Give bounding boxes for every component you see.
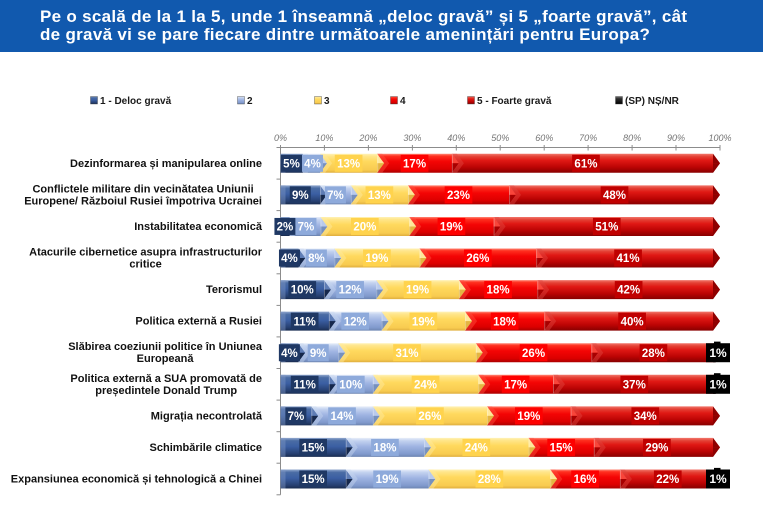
- svg-text:1 - Deloc gravă: 1 - Deloc gravă: [100, 96, 172, 107]
- svg-text:18%: 18%: [487, 285, 510, 297]
- svg-text:20%: 20%: [353, 222, 376, 234]
- svg-text:26%: 26%: [418, 411, 441, 423]
- svg-text:5 - Foarte gravă: 5 - Foarte gravă: [477, 96, 552, 107]
- svg-text:2: 2: [247, 96, 253, 107]
- svg-text:19%: 19%: [412, 316, 435, 328]
- svg-text:17%: 17%: [403, 158, 426, 170]
- svg-text:Dezinformarea și manipularea o: Dezinformarea și manipularea online: [70, 158, 262, 170]
- svg-text:41%: 41%: [617, 253, 640, 265]
- svg-text:10%: 10%: [339, 379, 362, 391]
- svg-text:10%: 10%: [315, 133, 333, 143]
- svg-text:4%: 4%: [281, 253, 298, 265]
- svg-text:60%: 60%: [535, 133, 553, 143]
- svg-text:15%: 15%: [302, 443, 325, 455]
- svg-text:18%: 18%: [493, 316, 516, 328]
- svg-text:24%: 24%: [465, 443, 488, 455]
- svg-text:37%: 37%: [623, 379, 646, 391]
- svg-text:51%: 51%: [595, 222, 618, 234]
- svg-text:40%: 40%: [621, 316, 644, 328]
- svg-text:28%: 28%: [478, 474, 501, 486]
- svg-text:9%: 9%: [310, 348, 327, 360]
- svg-text:26%: 26%: [522, 348, 545, 360]
- svg-text:4%: 4%: [304, 158, 321, 170]
- svg-text:10%: 10%: [291, 285, 314, 297]
- svg-text:30%: 30%: [403, 133, 421, 143]
- svg-text:7%: 7%: [298, 222, 315, 234]
- svg-text:critice: critice: [129, 259, 161, 271]
- svg-text:100%: 100%: [708, 133, 731, 143]
- svg-text:7%: 7%: [288, 411, 305, 423]
- svg-text:31%: 31%: [396, 348, 419, 360]
- svg-text:19%: 19%: [517, 411, 540, 423]
- svg-text:3: 3: [324, 96, 330, 107]
- svg-text:34%: 34%: [634, 411, 657, 423]
- svg-text:16%: 16%: [574, 474, 597, 486]
- svg-text:2%: 2%: [277, 222, 294, 234]
- svg-text:1%: 1%: [709, 346, 727, 360]
- svg-text:22%: 22%: [656, 474, 679, 486]
- svg-text:Europene/ Războiul Rusiei împo: Europene/ Războiul Rusiei împotriva Ucra…: [24, 195, 262, 207]
- svg-text:50%: 50%: [491, 133, 509, 143]
- svg-text:Atacurile cibernetice asupra i: Atacurile cibernetice asupra infrastruct…: [29, 247, 263, 259]
- svg-text:19%: 19%: [440, 222, 463, 234]
- svg-text:președintele Donald Trump: președintele Donald Trump: [95, 385, 237, 397]
- svg-text:9%: 9%: [292, 190, 309, 202]
- svg-text:4%: 4%: [281, 348, 298, 360]
- svg-text:40%: 40%: [447, 133, 465, 143]
- svg-text:4: 4: [400, 96, 406, 107]
- svg-text:0%: 0%: [274, 133, 287, 143]
- svg-text:14%: 14%: [331, 411, 354, 423]
- svg-text:7%: 7%: [327, 190, 344, 202]
- svg-text:29%: 29%: [645, 443, 668, 455]
- svg-text:5%: 5%: [283, 158, 300, 170]
- svg-text:19%: 19%: [365, 253, 388, 265]
- svg-text:8%: 8%: [308, 253, 325, 265]
- svg-text:Instabilitatea economică: Instabilitatea economică: [134, 221, 263, 233]
- svg-text:(SP) NȘ/NR: (SP) NȘ/NR: [625, 96, 680, 107]
- svg-text:19%: 19%: [406, 285, 429, 297]
- svg-text:70%: 70%: [579, 133, 597, 143]
- svg-text:11%: 11%: [293, 379, 315, 391]
- svg-text:61%: 61%: [574, 158, 597, 170]
- svg-text:12%: 12%: [344, 316, 367, 328]
- svg-text:Politica externă a SUA promova: Politica externă a SUA promovată de: [70, 373, 262, 385]
- svg-text:15%: 15%: [550, 443, 573, 455]
- svg-text:Terorismul: Terorismul: [206, 284, 262, 296]
- svg-text:28%: 28%: [642, 348, 665, 360]
- svg-text:Europeană: Europeană: [137, 353, 195, 365]
- svg-text:1%: 1%: [709, 472, 727, 486]
- svg-text:13%: 13%: [337, 158, 360, 170]
- svg-text:15%: 15%: [302, 474, 325, 486]
- svg-text:42%: 42%: [617, 285, 640, 297]
- svg-text:80%: 80%: [623, 133, 641, 143]
- svg-text:12%: 12%: [339, 285, 362, 297]
- svg-text:1%: 1%: [709, 377, 727, 391]
- svg-text:11%: 11%: [293, 316, 315, 328]
- svg-text:13%: 13%: [368, 190, 391, 202]
- svg-text:24%: 24%: [414, 379, 437, 391]
- svg-text:48%: 48%: [603, 190, 626, 202]
- svg-text:17%: 17%: [504, 379, 527, 391]
- svg-text:Migrația necontrolată: Migrația necontrolată: [151, 410, 263, 422]
- svg-text:Politica externă a Rusiei: Politica externă a Rusiei: [135, 316, 262, 328]
- svg-text:Slăbirea coeziunii politice în: Slăbirea coeziunii politice în Uniunea: [68, 341, 263, 353]
- svg-text:20%: 20%: [358, 133, 377, 143]
- svg-text:19%: 19%: [376, 474, 399, 486]
- svg-text:26%: 26%: [466, 253, 489, 265]
- svg-text:Conflictele militare din vecin: Conflictele militare din vecinătatea Uni…: [32, 183, 253, 195]
- svg-text:90%: 90%: [667, 133, 685, 143]
- svg-text:Schimbările climatice: Schimbările climatice: [150, 442, 263, 454]
- svg-text:18%: 18%: [373, 443, 396, 455]
- svg-text:23%: 23%: [447, 190, 470, 202]
- svg-text:Expansiunea economică și tehno: Expansiunea economică și tehnologică a C…: [11, 474, 262, 486]
